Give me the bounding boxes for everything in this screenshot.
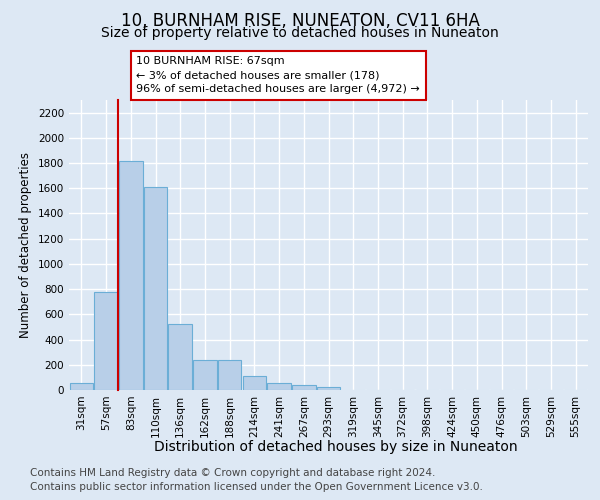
Bar	[70, 383, 93, 390]
Bar	[94, 292, 118, 390]
Bar	[317, 387, 340, 390]
Bar	[169, 324, 192, 390]
Y-axis label: Number of detached properties: Number of detached properties	[19, 152, 32, 338]
Text: Size of property relative to detached houses in Nuneaton: Size of property relative to detached ho…	[101, 26, 499, 40]
Bar	[119, 160, 143, 390]
Bar	[193, 360, 217, 390]
Text: 10 BURNHAM RISE: 67sqm
← 3% of detached houses are smaller (178)
96% of semi-det: 10 BURNHAM RISE: 67sqm ← 3% of detached …	[136, 56, 420, 94]
Text: Contains public sector information licensed under the Open Government Licence v3: Contains public sector information licen…	[30, 482, 483, 492]
Text: 10, BURNHAM RISE, NUNEATON, CV11 6HA: 10, BURNHAM RISE, NUNEATON, CV11 6HA	[121, 12, 479, 30]
Bar	[242, 376, 266, 390]
Text: Contains HM Land Registry data © Crown copyright and database right 2024.: Contains HM Land Registry data © Crown c…	[30, 468, 436, 477]
Bar	[218, 360, 241, 390]
Bar	[268, 383, 291, 390]
Text: Distribution of detached houses by size in Nuneaton: Distribution of detached houses by size …	[154, 440, 518, 454]
Bar	[144, 187, 167, 390]
Bar	[292, 385, 316, 390]
